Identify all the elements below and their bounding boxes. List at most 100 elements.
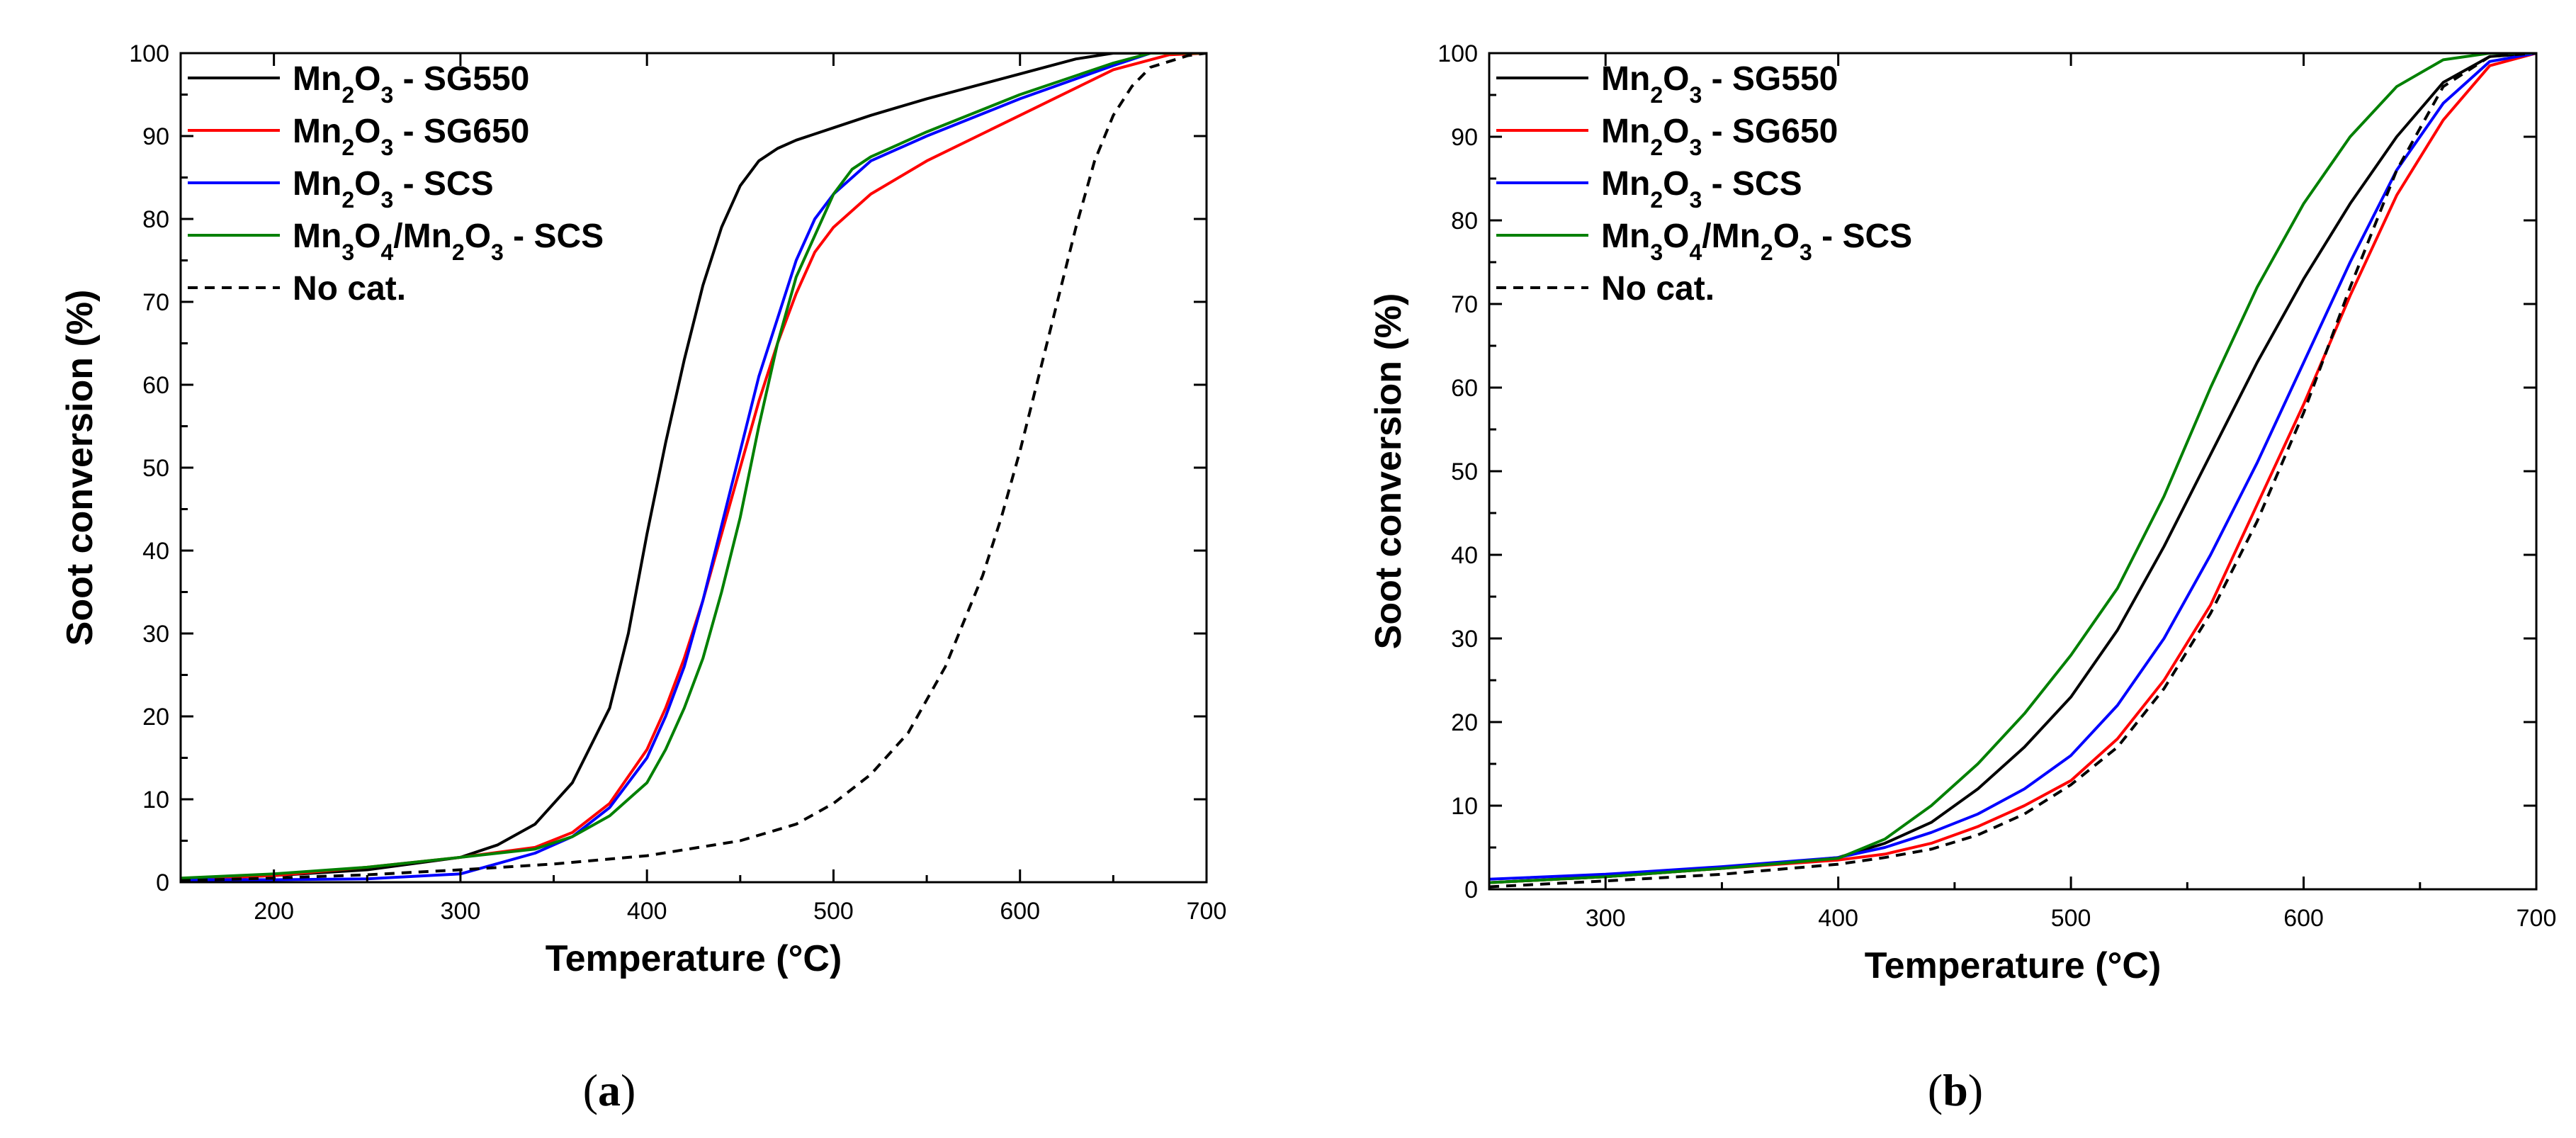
legend-label-sub2: 3 — [1689, 135, 1702, 160]
y-tick-label: 90 — [142, 123, 169, 150]
y-tick-label: 90 — [1451, 124, 1478, 151]
x-tick-label: 700 — [2516, 905, 2557, 932]
legend-label-base: Mn — [1601, 60, 1650, 98]
series-layer-a — [181, 53, 1207, 882]
x-axis-title-b: Temperature (°C) — [1865, 945, 2162, 986]
y-tick-label: 10 — [142, 787, 169, 813]
series-line-4 — [181, 53, 1207, 880]
legend-label-rest: - SG550 — [393, 60, 529, 98]
y-tick-label: 30 — [1451, 626, 1478, 653]
legend-label-sub4: 3 — [491, 240, 504, 265]
ticks-layer-b: 300 400 500 600 700 0 10 20 30 40 50 60 70 80 90 100 — [1437, 40, 2556, 932]
legend-label-1: Mn2O3 - SG550 — [1601, 60, 1838, 108]
legend-label-sub1: 3 — [1650, 240, 1663, 265]
legend-label-sub1: 3 — [341, 240, 354, 265]
x-axis-title-a: Temperature (°C) — [546, 938, 842, 979]
legend-label-mid2: O — [1773, 218, 1800, 255]
legend-label-mid: O — [1663, 60, 1689, 98]
series-line-4 — [1489, 53, 2536, 884]
chart-panel-b: 300 400 500 600 700 0 10 20 30 40 50 60 70 80 90 100 Te… — [1368, 40, 2556, 1115]
plot-area-a — [181, 53, 1207, 882]
y-tick-label: 100 — [1437, 40, 1478, 67]
series-line-5 — [1489, 53, 2536, 889]
y-tick-label: 60 — [1451, 375, 1478, 402]
legend-label-mid: O — [1663, 218, 1689, 255]
y-tick-label: 40 — [142, 538, 169, 565]
legend-label-4: Mn3O4/Mn2O3 - SCS — [293, 218, 604, 265]
legend-label-rest: - SG550 — [1702, 60, 1838, 98]
legend-label-sub3: 2 — [452, 240, 465, 265]
panel-caption-b: (b) — [1928, 1065, 1983, 1115]
series-line-5 — [181, 53, 1207, 882]
x-tick-label: 300 — [1586, 905, 1626, 932]
legend-label-4: Mn3O4/Mn2O3 - SCS — [1601, 218, 1912, 265]
legend-label-5: No cat. — [293, 270, 406, 308]
x-tick-label: 500 — [2051, 905, 2091, 932]
y-axis-title-a: Soot conversion (%) — [60, 290, 101, 646]
y-tick-label: 80 — [142, 206, 169, 233]
legend-label-sub2: 3 — [380, 187, 393, 213]
series-layer-b — [1489, 53, 2536, 889]
y-tick-label: 60 — [142, 372, 169, 399]
caption-close-paren: ) — [1968, 1065, 1983, 1115]
x-tick-label: 400 — [627, 898, 667, 925]
y-tick-label: 100 — [129, 40, 169, 67]
y-tick-label: 0 — [156, 869, 169, 896]
chart-panel-a: 200 300 400 500 600 700 0 10 20 30 40 50 60 70 80 90 100… — [60, 40, 1226, 1115]
legend-label-mid: O — [1663, 165, 1689, 203]
legend-label-rest: - SG650 — [1702, 113, 1838, 150]
legend-label-mid: O — [1663, 113, 1689, 150]
x-tick-label: 600 — [1000, 898, 1040, 925]
legend-label-mid: O — [354, 218, 380, 255]
legend-label-sub2: 3 — [1689, 187, 1702, 213]
legend-label-sub4: 3 — [1800, 240, 1812, 265]
legend-label-1: Mn2O3 - SG550 — [293, 60, 529, 108]
y-tick-label: 70 — [1451, 291, 1478, 318]
legend-label-sub2: 4 — [1689, 240, 1702, 265]
x-tick-label: 700 — [1187, 898, 1227, 925]
legend-label-sub1: 2 — [341, 82, 354, 108]
legend-label-mid: O — [354, 60, 380, 98]
legend-label-base: Mn — [293, 60, 341, 98]
legend-label-sub2: 3 — [380, 135, 393, 160]
legend-label-base: Mn — [293, 113, 341, 150]
y-tick-label: 30 — [142, 621, 169, 648]
legend-label-rest: - SCS — [1702, 165, 1802, 203]
x-tick-label: 200 — [254, 898, 294, 925]
y-axis-title-b: Soot conversion (%) — [1368, 293, 1409, 650]
panel-caption-a: (a) — [583, 1065, 636, 1115]
caption-letter: a — [598, 1065, 621, 1115]
x-tick-label: 500 — [813, 898, 854, 925]
y-tick-label: 50 — [1451, 458, 1478, 485]
y-tick-label: 40 — [1451, 542, 1478, 569]
legend-label-sub2: 4 — [380, 240, 393, 265]
caption-open-paren: ( — [1928, 1065, 1943, 1115]
legend-label-base: No cat. — [1601, 270, 1714, 308]
legend-label-sub1: 2 — [1650, 135, 1663, 160]
y-tick-label: 0 — [1464, 877, 1478, 903]
legend-label-rest2: - SCS — [504, 218, 604, 255]
legend-label-rest: - SCS — [393, 165, 493, 203]
ticks-layer-a: 200 300 400 500 600 700 0 10 20 30 40 50 60 70 80 90 100 — [129, 40, 1226, 925]
series-line-3 — [181, 53, 1207, 881]
y-tick-label: 80 — [1451, 208, 1478, 235]
legend-label-base: Mn — [293, 218, 341, 255]
legend-label-rest2: - SCS — [1812, 218, 1912, 255]
y-tick-label: 70 — [142, 289, 169, 316]
legend-label-sub1: 2 — [1650, 187, 1663, 213]
legend-label-3: Mn2O3 - SCS — [293, 165, 494, 213]
legend-label-3: Mn2O3 - SCS — [1601, 165, 1802, 213]
legend-label-base: Mn — [293, 165, 341, 203]
legend-label-sub2: 3 — [380, 82, 393, 108]
legend-label-mid: O — [354, 165, 380, 203]
legend-label-base: Mn — [1601, 113, 1650, 150]
plot-area-b — [1489, 53, 2536, 889]
legend-label-base: Mn — [1601, 165, 1650, 203]
legend-label-sub1: 2 — [341, 135, 354, 160]
y-tick-label: 10 — [1451, 793, 1478, 820]
y-tick-label: 20 — [142, 704, 169, 731]
